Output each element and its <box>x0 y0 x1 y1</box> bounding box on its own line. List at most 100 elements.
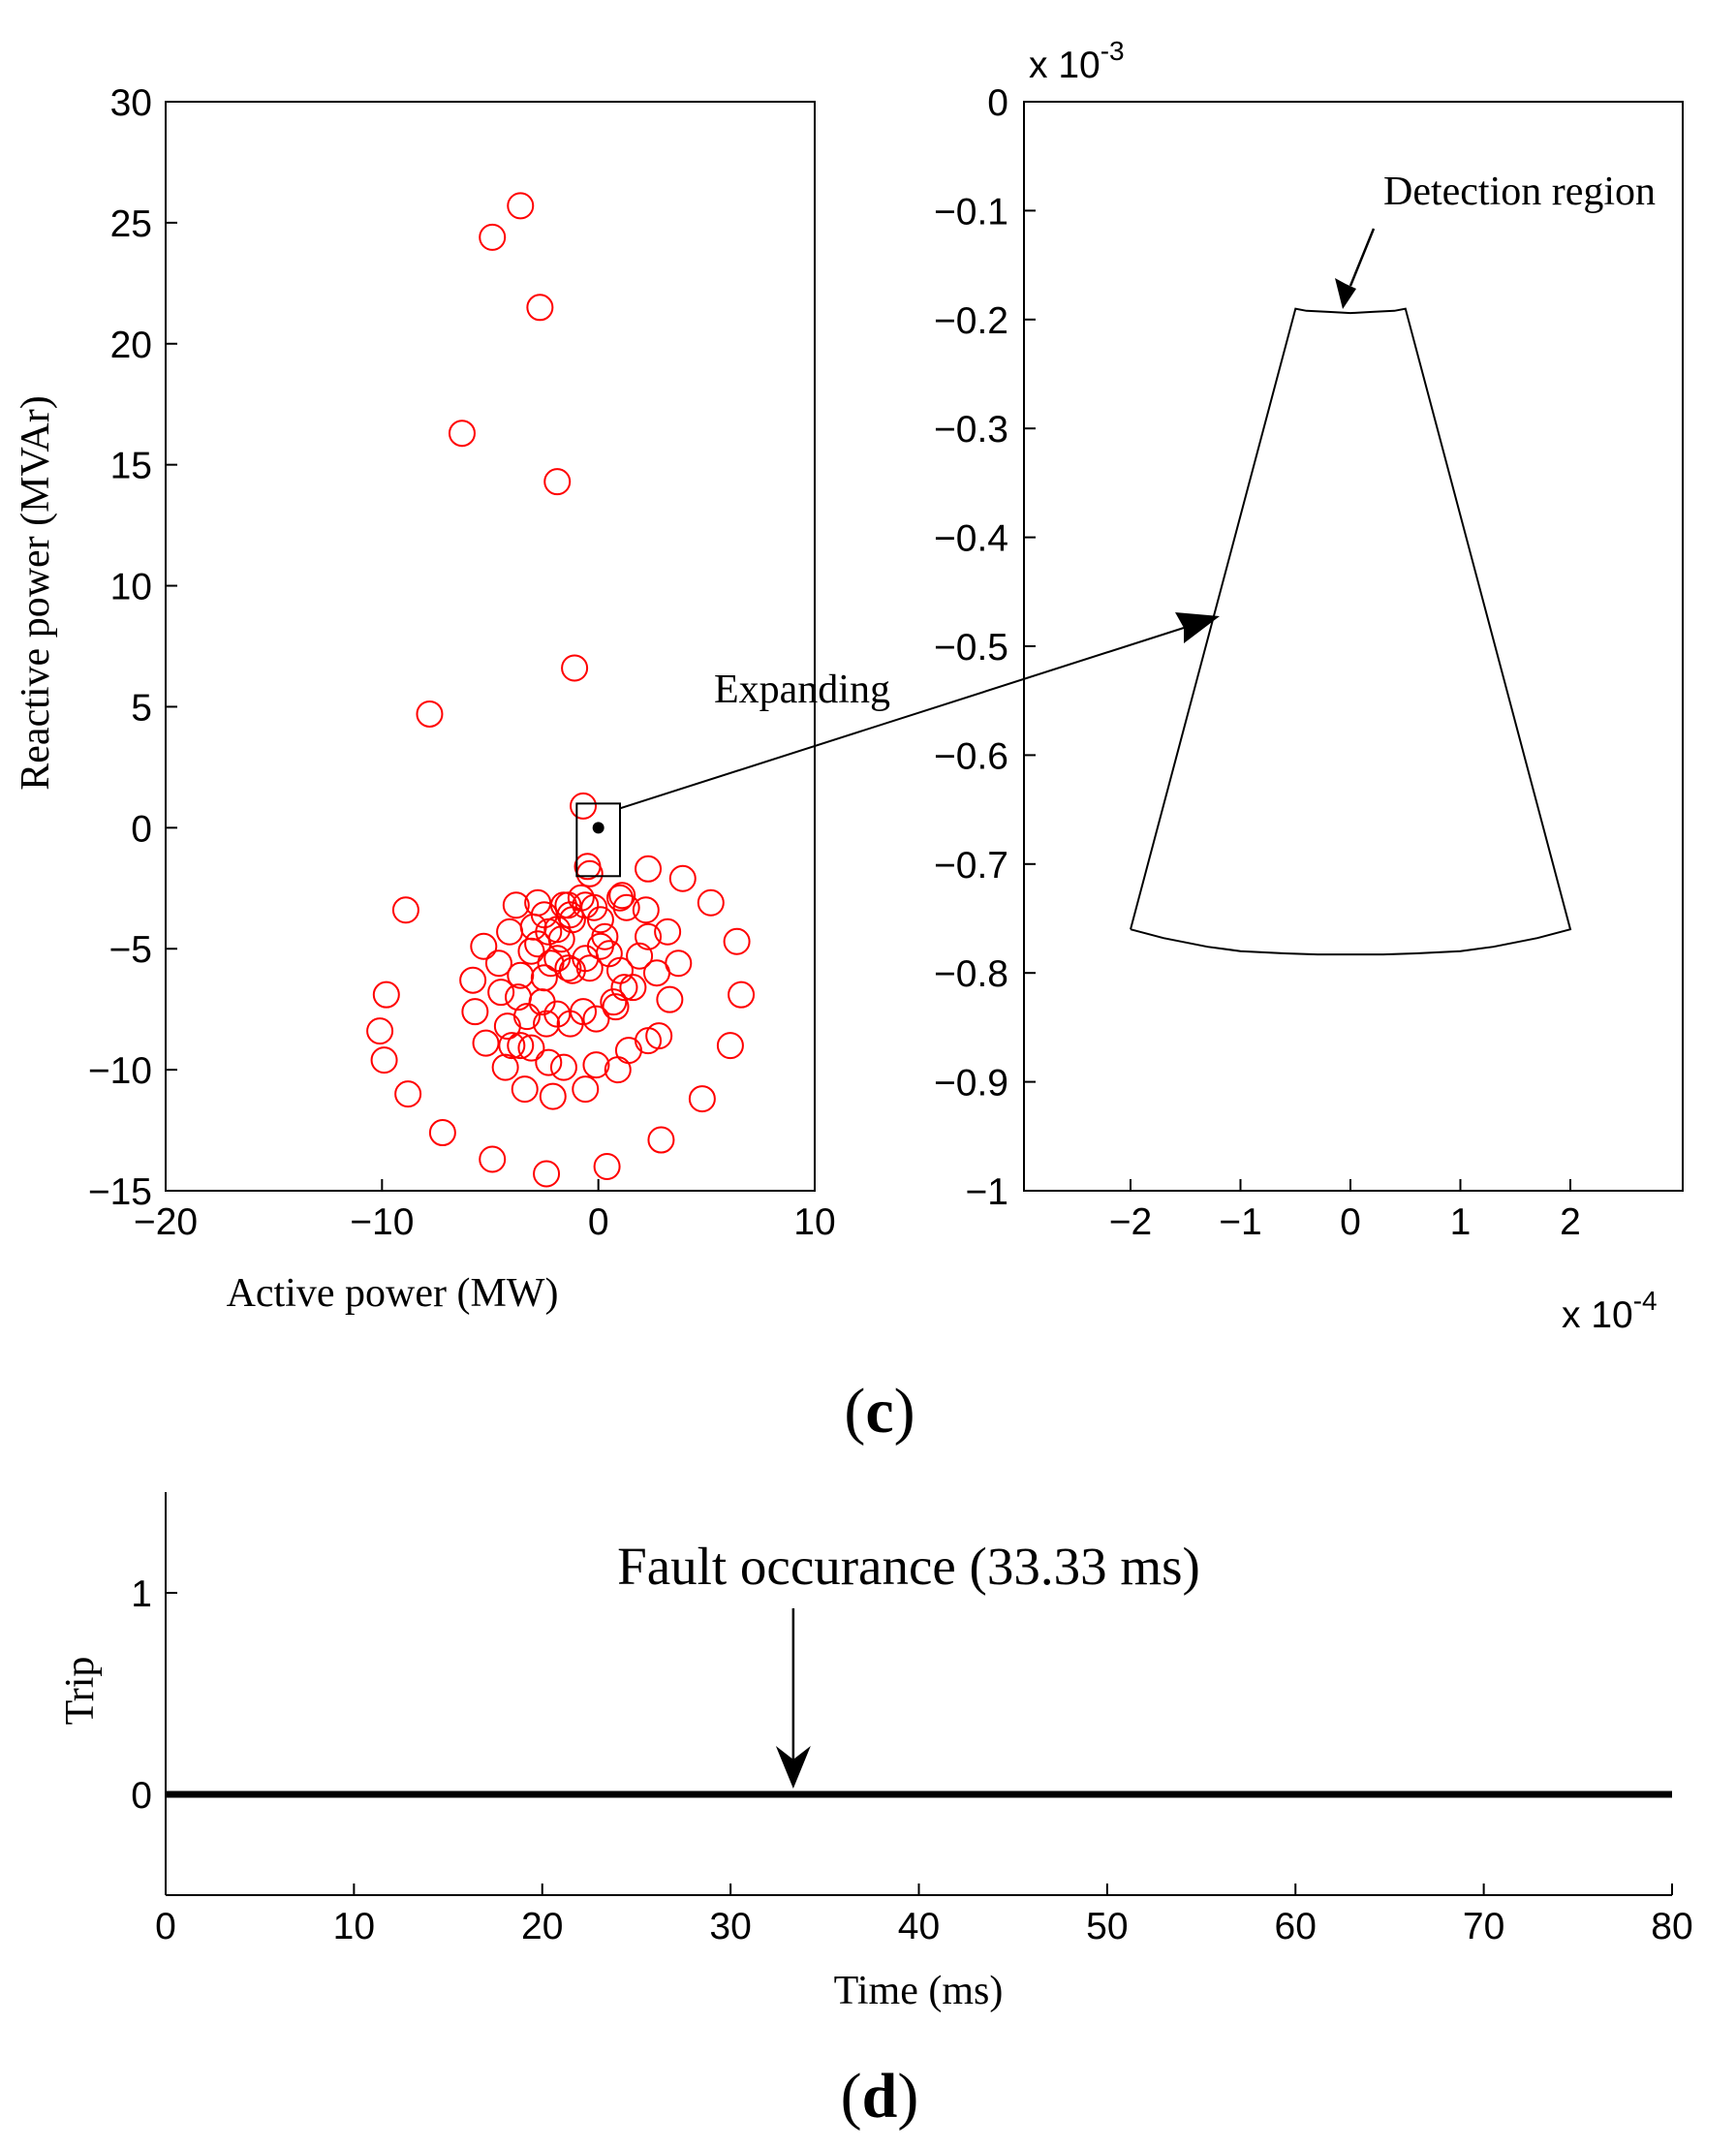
scatter-y-tick-label: 30 <box>110 82 152 124</box>
scatter-point <box>428 1119 456 1147</box>
inset-y-multiplier: x 10-3 <box>1029 36 1125 86</box>
zoom-box <box>575 802 621 878</box>
expanding-arrow-head <box>1175 612 1220 643</box>
scatter-point <box>479 1145 507 1173</box>
scatter-point <box>635 922 663 950</box>
inset-axes-frame <box>1023 101 1684 1192</box>
inset-x-tick-label: −1 <box>1219 1201 1261 1243</box>
scatter-point <box>626 942 654 970</box>
inset-x-ticks: −2 −1 0 1 2 <box>1109 1179 1581 1243</box>
scatter-point <box>582 1005 610 1033</box>
trip-x-tick-label: 40 <box>898 1906 940 1947</box>
inset-y-tick-label: −0.3 <box>934 409 1008 451</box>
panel-label-d: (d) <box>841 2061 919 2132</box>
scatter-y-tick-label: −10 <box>88 1050 152 1092</box>
inset-y-tick-label: −0.2 <box>934 300 1008 342</box>
inset-y-tick-label: −1 <box>966 1171 1008 1213</box>
trip-x-tick-label: 30 <box>709 1906 751 1947</box>
scatter-point <box>610 974 638 1002</box>
scatter-plot: 30 25 20 15 10 5 0 −5 −10 −15 −20 −10 0 10 Active po… <box>14 82 836 1316</box>
scatter-point <box>716 1032 744 1060</box>
scatter-point <box>543 916 572 944</box>
scatter-point <box>491 1053 519 1081</box>
scatter-x-axis-label: Active power (MW) <box>227 1271 559 1316</box>
scatter-point <box>606 956 634 984</box>
scatter-point <box>533 1160 561 1188</box>
scatter-point <box>526 294 554 322</box>
scatter-point <box>612 893 640 921</box>
scatter-point <box>570 998 598 1026</box>
scatter-point <box>511 1075 539 1104</box>
scatter-point <box>487 979 515 1007</box>
scatter-y-tick-label: −5 <box>109 929 152 971</box>
scatter-y-axis-label: Reactive power (MVAr) <box>14 395 58 790</box>
scatter-point <box>572 891 600 919</box>
scatter-point <box>372 981 400 1009</box>
scatter-point <box>448 420 476 448</box>
scatter-point <box>728 981 756 1009</box>
scatter-point <box>470 932 498 960</box>
inset-y-ticks: 0 −0.1 −0.2 −0.3 −0.4 −0.5 −0.6 −0.7 −0.8 −0.9 −1 <box>934 82 1036 1213</box>
scatter-point <box>507 1032 535 1060</box>
detection-region-arrow <box>1335 228 1376 309</box>
scatter-point <box>554 891 582 919</box>
inset-y-tick-label: −0.5 <box>934 627 1008 669</box>
detection-point <box>592 822 604 834</box>
scatter-point <box>549 1053 577 1081</box>
scatter-point <box>668 864 697 892</box>
scatter-markers <box>366 192 756 1188</box>
trip-x-tick-label: 20 <box>521 1906 563 1947</box>
trip-x-tick-label: 50 <box>1086 1906 1128 1947</box>
trip-x-axis-label: Time (ms) <box>834 1969 1004 2013</box>
scatter-point <box>600 988 628 1016</box>
scatter-x-tick-label: 0 <box>588 1201 609 1243</box>
trip-y-axis-label: Trip <box>58 1657 103 1726</box>
scatter-point <box>697 888 725 917</box>
fault-occurance-label: Fault occurance (33.33 ms) <box>617 1537 1200 1596</box>
trip-x-tick-label: 70 <box>1463 1906 1504 1947</box>
inset-y-tick-label: −0.6 <box>934 735 1008 777</box>
scatter-x-tick-label: −10 <box>350 1201 414 1243</box>
scatter-point <box>461 998 489 1026</box>
detection-region-label: Detection region <box>1383 170 1656 214</box>
fault-arrow <box>775 1608 811 1789</box>
scatter-point <box>595 940 623 968</box>
inset-y-tick-label: 0 <box>987 82 1008 124</box>
scatter-point <box>554 954 582 982</box>
scatter-point <box>498 1032 526 1060</box>
scatter-point <box>688 1085 716 1113</box>
scatter-y-tick-label: 10 <box>110 567 152 608</box>
scatter-point <box>606 884 634 912</box>
scatter-x-tick-label: 10 <box>793 1201 835 1243</box>
scatter-point <box>539 1082 567 1110</box>
scatter-point <box>572 1075 600 1104</box>
inset-x-tick-label: 0 <box>1340 1201 1361 1243</box>
scatter-point <box>533 1010 561 1038</box>
trip-y-ticks: 10 <box>131 1573 177 1817</box>
scatter-point <box>507 961 535 989</box>
inset-y-tick-label: −0.7 <box>934 845 1008 887</box>
trip-x-tick-label: 10 <box>333 1906 375 1947</box>
scatter-point <box>537 949 565 978</box>
scatter-point <box>391 896 419 924</box>
scatter-point <box>635 855 663 883</box>
scatter-point <box>370 1046 398 1074</box>
scatter-point <box>647 1126 675 1154</box>
scatter-point <box>567 884 595 912</box>
trip-plot: 10 0 10 20 30 40 50 60 70 80 Fault occurance (33… <box>58 1492 1693 2013</box>
scatter-point <box>493 1012 521 1041</box>
inset-x-tick-label: 2 <box>1560 1201 1581 1243</box>
scatter-point <box>570 792 598 820</box>
scatter-point <box>654 918 682 946</box>
scatter-y-ticks: 30 25 20 15 10 5 0 −5 −10 −15 <box>88 82 177 1213</box>
scatter-y-tick-label: 0 <box>131 808 152 850</box>
scatter-point <box>535 1048 563 1076</box>
scatter-point <box>656 985 684 1013</box>
scatter-point <box>528 988 556 1016</box>
scatter-point <box>496 918 524 946</box>
scatter-point <box>582 1051 610 1079</box>
scatter-point <box>416 700 444 728</box>
scatter-point <box>614 1037 642 1065</box>
scatter-y-tick-label: 20 <box>110 325 152 366</box>
scatter-point <box>507 192 535 220</box>
